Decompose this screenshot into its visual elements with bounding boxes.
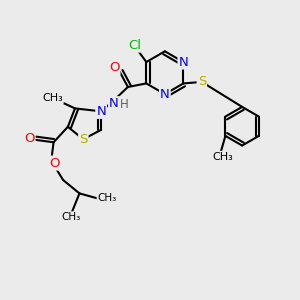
Text: Cl: Cl: [128, 39, 142, 52]
Text: CH₃: CH₃: [98, 193, 117, 203]
Text: CH₃: CH₃: [61, 212, 80, 222]
Text: N: N: [96, 105, 106, 118]
Text: CH₃: CH₃: [42, 93, 63, 103]
Text: N: N: [109, 97, 119, 110]
Text: S: S: [198, 75, 206, 88]
Text: N: N: [160, 88, 170, 100]
Text: CH₃: CH₃: [212, 152, 233, 162]
Text: O: O: [50, 157, 60, 169]
Text: O: O: [24, 132, 34, 145]
Text: S: S: [79, 133, 88, 146]
Text: H: H: [120, 98, 128, 111]
Text: N: N: [178, 56, 188, 68]
Text: O: O: [109, 61, 119, 74]
